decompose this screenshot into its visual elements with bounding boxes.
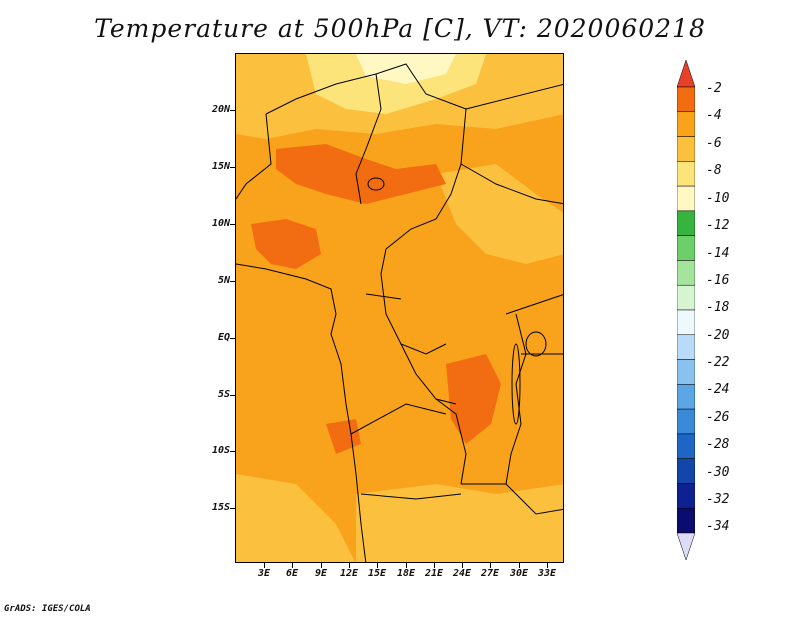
- lon-tick: [264, 563, 265, 568]
- colorbar-segment: [677, 408, 695, 435]
- lat-label-15n: 15N: [211, 161, 230, 172]
- colorbar-segment: [677, 136, 695, 162]
- colorbar-segment: [677, 384, 695, 410]
- lon-label-12e: 12E: [339, 568, 359, 579]
- colorbar-label: -22: [706, 355, 730, 370]
- lat-label-20n: 20N: [211, 104, 230, 115]
- colorbar-segment: [677, 507, 695, 534]
- grads-credit: GrADS: IGES/COLA: [4, 604, 91, 614]
- country-borders: [236, 63, 563, 562]
- lon-label-6e: 6E: [285, 568, 299, 579]
- lat-tick: [230, 451, 235, 452]
- base-field-region: [236, 54, 563, 562]
- lon-tick: [462, 563, 463, 568]
- lon-tick: [434, 563, 435, 568]
- colorbar-segment: [677, 359, 695, 385]
- sahara-coldest-region: [356, 54, 456, 84]
- southwest-cool-region: [236, 474, 355, 562]
- colorbar-top-arrow: [677, 60, 695, 88]
- lat-label-10s: 10S: [211, 445, 230, 456]
- colorbar-label: -24: [706, 382, 730, 397]
- colorbar-segment: [677, 260, 695, 286]
- lat-label-10n: 10N: [211, 218, 230, 229]
- lat-tick: [230, 395, 235, 396]
- colorbar-label: -10: [706, 191, 730, 206]
- lon-tick: [519, 563, 520, 568]
- lon-tick: [349, 563, 350, 568]
- colorbar-label: -18: [706, 300, 730, 315]
- lon-label-15e: 15E: [367, 568, 387, 579]
- lon-label-3e: 3E: [257, 568, 271, 579]
- lat-label-5n: 5N: [217, 275, 230, 286]
- colorbar-segment: [677, 458, 695, 484]
- lon-label-18e: 18E: [396, 568, 416, 579]
- lon-tick: [321, 563, 322, 568]
- colorbar-label: -14: [706, 246, 730, 261]
- lat-label-eq: EQ: [217, 332, 230, 343]
- colorbar-label: -34: [706, 519, 730, 534]
- lon-label-30e: 30E: [509, 568, 529, 579]
- lake-chad: [367, 177, 385, 191]
- lon-tick: [490, 563, 491, 568]
- lat-tick: [230, 508, 235, 509]
- lon-tick: [292, 563, 293, 568]
- lon-label-9e: 9E: [314, 568, 328, 579]
- colorbar-segment: [677, 111, 695, 137]
- colorbar-label: -8: [706, 163, 722, 178]
- colorbar-segment: [677, 334, 695, 360]
- lon-label-27e: 27E: [480, 568, 500, 579]
- lon-label-33e: 33E: [537, 568, 557, 579]
- lat-label-15s: 15S: [211, 502, 230, 513]
- colorbar-label: -32: [706, 492, 730, 507]
- central-east-cool-region: [436, 164, 563, 264]
- lat-tick: [230, 110, 235, 111]
- central-africa-warm-region: [446, 354, 501, 444]
- colorbar-segments: [677, 60, 695, 560]
- colorbar-segment: [677, 210, 695, 236]
- lake-victoria: [525, 331, 547, 357]
- lon-label-21e: 21E: [424, 568, 444, 579]
- colorbar: [677, 60, 695, 560]
- lon-tick: [547, 563, 548, 568]
- lon-tick: [406, 563, 407, 568]
- colorbar-segment: [677, 161, 695, 187]
- map-panel: [235, 53, 564, 563]
- colorbar-segment: [677, 185, 695, 212]
- lat-tick: [230, 167, 235, 168]
- lon-tick: [377, 563, 378, 568]
- map-title: Temperature at 500hPa [C], VT: 202006021…: [94, 14, 706, 43]
- colorbar-segment: [677, 433, 695, 459]
- lake-tanganyika: [511, 343, 521, 425]
- colorbar-label: -4: [706, 108, 722, 123]
- colorbar-segment: [677, 235, 695, 261]
- colorbar-label: -26: [706, 410, 730, 425]
- lat-tick: [230, 281, 235, 282]
- temperature-map: [236, 54, 563, 562]
- lon-label-24e: 24E: [452, 568, 472, 579]
- south-cool-region: [356, 484, 563, 562]
- colorbar-label: -12: [706, 218, 730, 233]
- colorbar-segment: [677, 483, 695, 509]
- colorbar-bottom-arrow: [677, 532, 695, 560]
- lat-tick: [230, 224, 235, 225]
- colorbar-label: -2: [706, 81, 722, 96]
- lat-tick: [230, 338, 235, 339]
- colorbar-segment: [677, 86, 695, 113]
- colorbar-label: -28: [706, 437, 730, 452]
- colorbar-label: -6: [706, 136, 722, 151]
- colorbar-label: -30: [706, 465, 730, 480]
- colorbar-segment: [677, 284, 695, 311]
- colorbar-segment: [677, 309, 695, 336]
- sahel-warm-band: [276, 144, 446, 204]
- lat-label-5s: 5S: [217, 389, 230, 400]
- west-africa-warm-region: [251, 219, 321, 269]
- colorbar-label: -16: [706, 273, 730, 288]
- colorbar-label: -20: [706, 328, 730, 343]
